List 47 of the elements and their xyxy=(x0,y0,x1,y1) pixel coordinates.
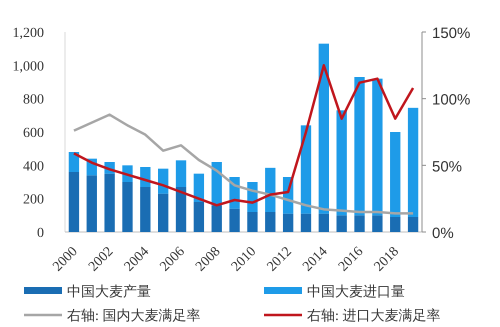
y2-tick-label: 50% xyxy=(432,158,462,176)
bar xyxy=(318,44,329,214)
bar xyxy=(176,187,186,232)
bar xyxy=(354,215,365,232)
bar xyxy=(372,215,383,232)
bar xyxy=(140,187,150,232)
legend-label: 右轴: 进口大麦满足率 xyxy=(307,308,440,324)
bar xyxy=(229,208,240,232)
y-tick-label: 400 xyxy=(23,159,44,174)
bar xyxy=(194,202,204,232)
bar xyxy=(336,110,347,216)
legend-label: 中国大麦进口量 xyxy=(307,284,405,300)
bar xyxy=(176,160,186,187)
bar xyxy=(68,172,80,232)
line-series xyxy=(72,64,414,207)
bar xyxy=(390,217,400,232)
bar xyxy=(122,182,133,232)
bar xyxy=(336,215,347,232)
bar xyxy=(265,168,276,212)
bar xyxy=(372,78,383,216)
y-tick-label: 200 xyxy=(23,192,44,208)
y-tick-label: 1,000 xyxy=(12,59,44,74)
bar xyxy=(354,77,365,216)
bar xyxy=(408,217,418,232)
bar xyxy=(86,175,97,232)
bar xyxy=(68,152,80,172)
y-tick-label: 0 xyxy=(37,226,44,241)
bar xyxy=(212,205,222,232)
legend-label: 中国大麦产量 xyxy=(67,284,151,300)
bar xyxy=(408,108,418,217)
y-tick-label: 1,200 xyxy=(12,26,44,41)
bar xyxy=(300,214,312,232)
bar xyxy=(194,174,204,202)
bar xyxy=(282,214,294,232)
legend-label: 右轴: 国内大麦满足率 xyxy=(67,308,200,324)
bar xyxy=(318,214,329,232)
bar xyxy=(104,174,115,232)
y2-tick-label: 100% xyxy=(432,92,470,109)
line-series xyxy=(72,113,414,215)
bar xyxy=(247,212,258,232)
bar xyxy=(158,194,168,232)
y-tick-label: 600 xyxy=(23,126,44,141)
bar xyxy=(265,212,276,232)
y2-tick-label: 0% xyxy=(432,225,454,242)
y-tick-label: 800 xyxy=(23,92,44,108)
y2-tick-label: 150% xyxy=(432,25,470,42)
bar xyxy=(390,132,400,217)
